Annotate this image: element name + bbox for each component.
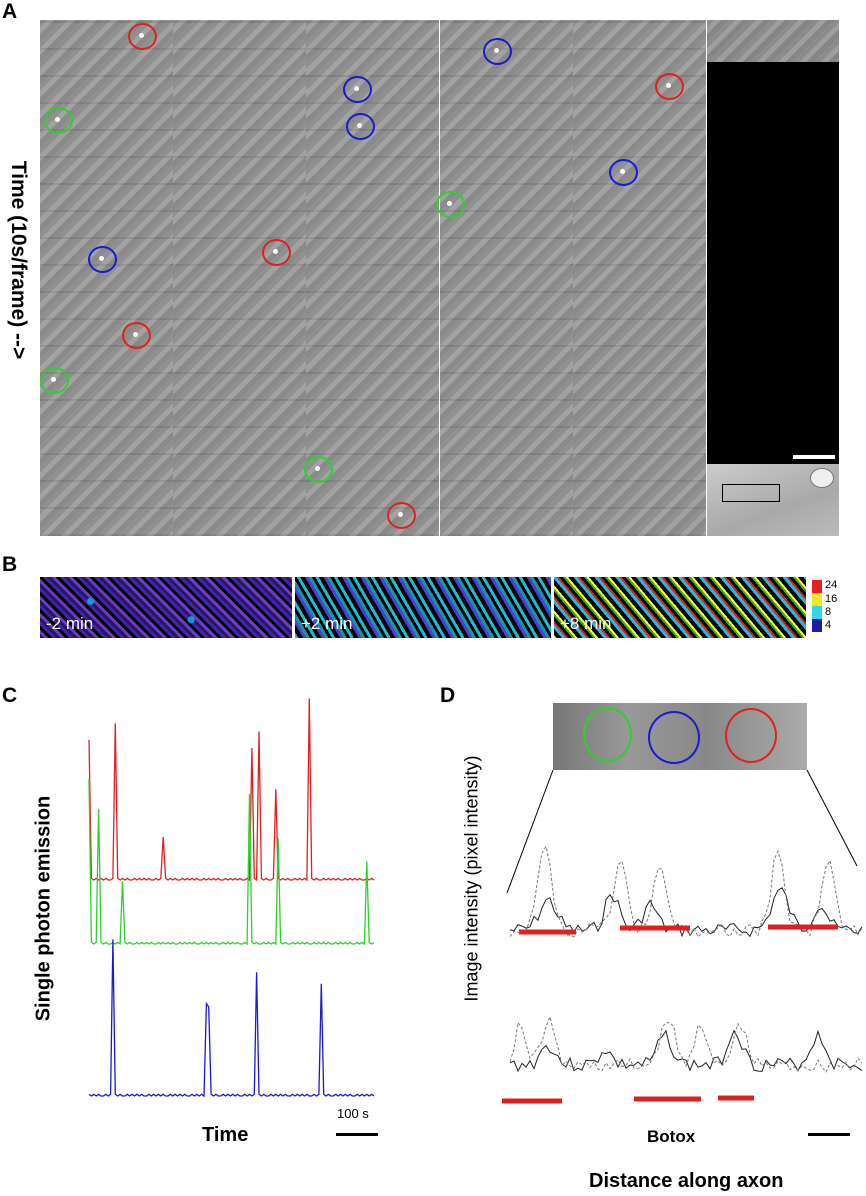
panel-c-ylabel: Single photon emission (32, 795, 55, 1022)
blue-circle (648, 711, 700, 764)
kymo-column-5 (573, 20, 706, 536)
black-panel (707, 62, 839, 464)
profile-bottom-dashed (509, 1015, 863, 1073)
colorbar-16 (812, 593, 822, 606)
green-circle (304, 456, 333, 483)
roi-box (722, 484, 780, 502)
scale-bar-d (808, 1133, 850, 1136)
profile-top-dashed (509, 845, 863, 938)
kymo-column-3 (306, 20, 439, 536)
colorbar-8 (812, 606, 822, 619)
panel-c-scale-label: 100 s (337, 1106, 369, 1121)
frame-1-label: -2 min (46, 614, 94, 633)
colorbar-24 (812, 580, 822, 593)
kymo-column-2 (173, 20, 306, 536)
frame-3-label: +8 min (560, 614, 612, 633)
colorbar-label-8: 8 (825, 606, 832, 618)
heatmap-frame-3: +8 min (554, 577, 806, 638)
frame-2-label: +2 min (301, 614, 353, 633)
zoom-line-left (506, 769, 554, 894)
axon-overview-image (707, 464, 839, 536)
blue-circle (346, 113, 375, 140)
heatmap-frame-1: -2 min (40, 577, 292, 638)
kymo-column-1 (40, 20, 173, 536)
red-circle (122, 322, 151, 349)
green-circle (40, 367, 69, 394)
green-circle (583, 707, 632, 762)
red-circle (655, 73, 684, 100)
panel-d-center-label: Botox (647, 1127, 696, 1146)
red-circle (725, 708, 777, 763)
colorbar-4 (812, 619, 822, 632)
panel-c-label: C (2, 684, 18, 707)
red-circle (128, 23, 157, 50)
kymo-column-6-top (707, 20, 839, 62)
red-circle (387, 502, 416, 529)
profile-bottom-solid (509, 1029, 863, 1073)
blue-circle (88, 246, 117, 273)
panel-a-label: A (2, 0, 18, 23)
trace-line-3 (88, 939, 375, 1098)
cell-body (810, 468, 834, 488)
panel-d-xlabel: Distance along axon (589, 1170, 784, 1192)
green-circle (436, 191, 465, 218)
blue-circle (609, 159, 638, 186)
colorbar-label-24: 24 (825, 579, 838, 591)
red-circle (262, 239, 291, 266)
panel-d-ylabel: Image intensity (pixel intensity) (461, 755, 482, 1002)
panel-d-label: D (440, 684, 456, 707)
kymo-column-4 (440, 20, 573, 536)
blue-circle (483, 38, 512, 65)
profile-top-solid (509, 887, 863, 938)
colorbar-label-4: 4 (825, 619, 832, 631)
trace-line-2 (88, 778, 375, 946)
heatmap-frame-2: +2 min (295, 577, 551, 638)
blue-circle (343, 76, 372, 103)
trace-line-1 (88, 698, 375, 882)
panel-c-xlabel: Time (202, 1124, 249, 1146)
zoom-line-right (806, 769, 858, 867)
panel-a-ylabel: Time (10s/frame) --> (7, 160, 30, 360)
panel-b-label: B (2, 553, 18, 576)
scale-bar-a (793, 455, 835, 459)
scale-bar-c (336, 1133, 378, 1136)
green-circle (44, 107, 73, 134)
axon-zoom-image (553, 703, 807, 770)
colorbar-label-16: 16 (825, 593, 838, 605)
